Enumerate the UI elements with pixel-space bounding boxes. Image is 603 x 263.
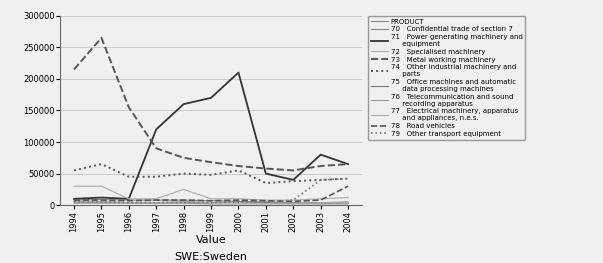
Legend: PRODUCT, 70   Confidential trade of section 7, 71   Power generating machinery a: PRODUCT, 70 Confidential trade of sectio…: [368, 16, 525, 140]
X-axis label: Value: Value: [196, 235, 226, 245]
Text: SWE:Sweden: SWE:Sweden: [174, 252, 248, 262]
